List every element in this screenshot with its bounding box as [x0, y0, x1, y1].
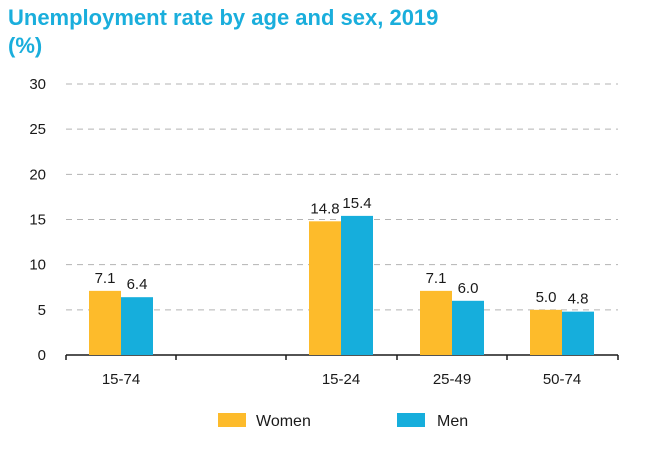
unit-label: (%): [8, 33, 43, 58]
y-tick-label: 30: [29, 76, 46, 93]
bar-women: [530, 309, 562, 355]
data-label: 4.8: [568, 291, 589, 308]
y-tick-label: 10: [29, 257, 46, 274]
legend-swatch: [397, 413, 425, 427]
y-tick-label: 25: [29, 121, 46, 138]
legend-label: Women: [256, 413, 311, 430]
bar-men: [562, 311, 594, 355]
x-tick-label: 25-49: [433, 371, 471, 388]
data-label: 6.0: [458, 280, 479, 297]
y-tick-label: 5: [38, 302, 46, 319]
bar-men: [341, 215, 373, 355]
y-tick-label: 0: [38, 347, 46, 364]
bar-women: [89, 290, 121, 355]
chart-title: Unemployment rate by age and sex, 2019: [8, 5, 439, 30]
legend-swatch: [218, 413, 246, 427]
data-label: 15.4: [342, 195, 371, 212]
data-label: 6.4: [127, 276, 148, 293]
data-label: 14.8: [310, 200, 339, 217]
y-tick-label: 15: [29, 212, 46, 229]
bar-men: [452, 300, 484, 355]
y-tick-label: 20: [29, 166, 46, 183]
x-tick-label: 50-74: [543, 371, 581, 388]
data-label: 7.1: [95, 270, 116, 287]
bar-women: [309, 221, 341, 355]
x-tick-label: 15-24: [322, 371, 360, 388]
data-label: 5.0: [536, 289, 557, 306]
x-tick-label: 15-74: [102, 371, 140, 388]
bar-men: [121, 297, 153, 355]
data-label: 7.1: [426, 270, 447, 287]
legend-label: Men: [437, 413, 468, 430]
bar-women: [420, 290, 452, 355]
